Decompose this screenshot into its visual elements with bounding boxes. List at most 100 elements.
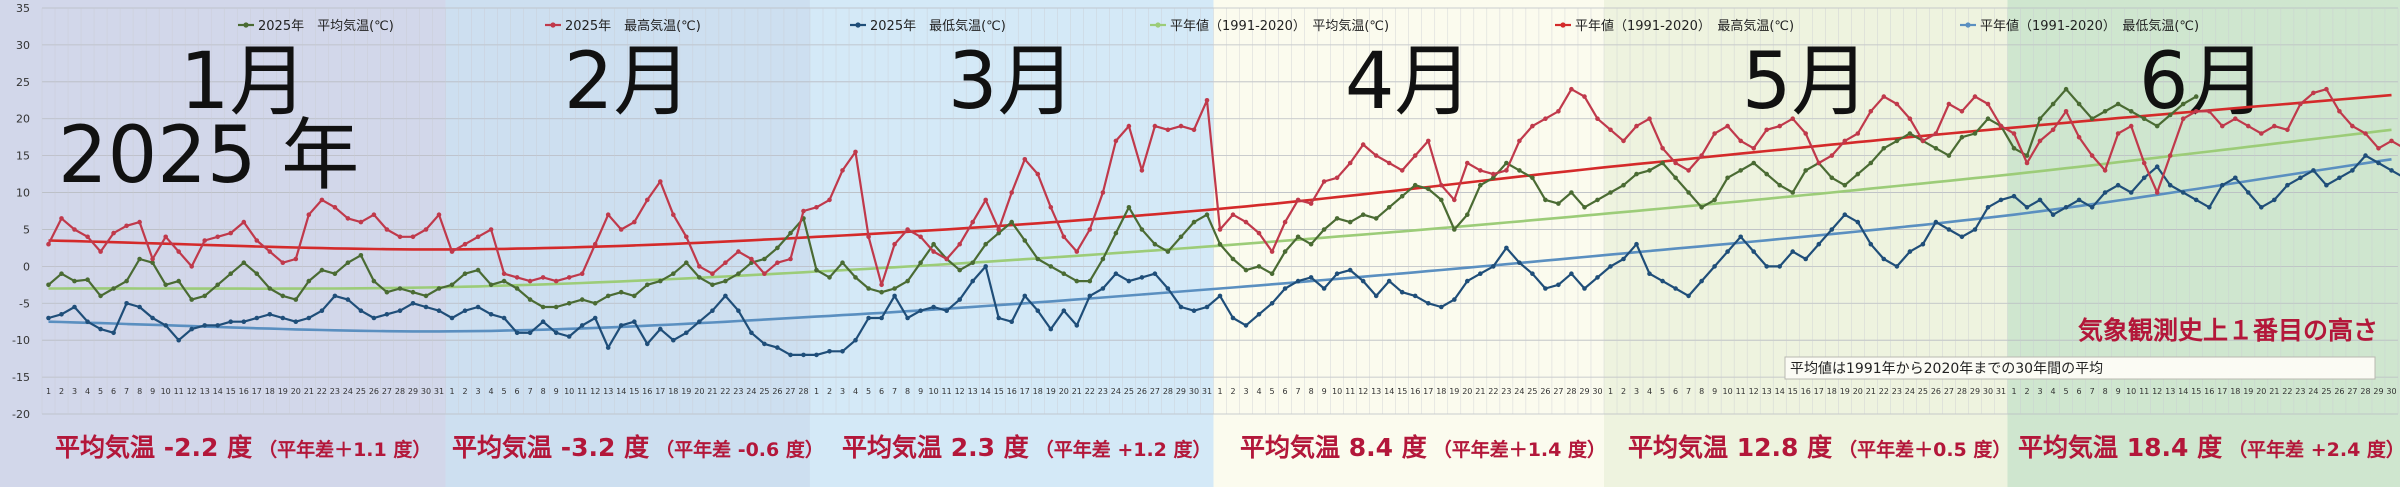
data-point [1686,168,1691,173]
data-point [671,337,676,343]
data-point [1126,205,1132,210]
data-point [462,271,468,277]
data-point [1465,278,1470,284]
data-point [2050,127,2056,133]
data-point [1777,123,1782,129]
data-point [645,341,650,347]
data-point [618,289,624,295]
data-point [501,315,507,321]
x-tick-label: 23 [1892,387,1902,396]
month-band [2007,0,2400,487]
data-point [1178,234,1184,240]
x-tick-label: 27 [1553,387,1563,396]
data-point [98,249,103,254]
x-tick-label: 8 [137,387,142,396]
x-tick-label: 22 [317,387,327,396]
data-point [2337,109,2342,114]
data-point [684,330,689,336]
data-point [1920,241,1926,247]
x-tick-label: 26 [369,387,379,396]
data-point [2207,109,2212,114]
x-tick-label: 6 [879,387,884,396]
x-tick-label: 7 [892,387,897,396]
data-point [540,275,546,280]
data-point [2128,123,2134,129]
data-point [1894,264,1900,269]
data-point [1217,227,1223,232]
data-point [475,304,481,310]
data-point [1204,212,1210,217]
data-point [436,212,442,217]
data-point [371,212,377,217]
y-tick-label: 0 [23,260,30,273]
data-point [1452,297,1457,302]
data-point [801,352,806,358]
data-point [1777,264,1782,269]
data-point [254,238,260,243]
data-point [1022,238,1028,243]
x-tick-label: 25 [356,387,366,396]
data-point [1907,249,1913,254]
data-point [1295,197,1301,203]
data-point [98,326,103,332]
data-point [1907,131,1913,136]
data-point [1985,101,1991,107]
x-tick-label: 26 [1540,387,1550,396]
data-point [1868,160,1874,166]
summary-average: 平均気温 8.4 度 [1240,433,1427,462]
data-point [1256,312,1262,317]
data-point [1946,153,1952,158]
y-tick-label: 15 [16,150,30,163]
data-point [1842,138,1848,144]
data-point [605,212,611,217]
month-band [1603,0,2008,487]
data-point [1426,301,1431,306]
data-point [566,275,572,280]
x-tick-label: 3 [840,387,845,396]
x-tick-label: 17 [1814,387,1824,396]
x-tick-label: 29 [1579,387,1589,396]
x-tick-label: 7 [1296,387,1301,396]
y-tick-label: 25 [16,76,30,89]
data-point [2141,160,2147,166]
data-point [710,308,715,314]
data-point [2272,123,2277,129]
data-point [345,216,351,221]
data-point [202,293,207,299]
x-tick-label: 23 [733,387,743,396]
data-point [1803,131,1808,136]
data-point [1972,227,1978,232]
data-point [592,315,598,321]
data-point [1399,193,1405,199]
data-point [1074,323,1080,328]
data-point [957,297,962,302]
data-point [840,168,845,173]
x-tick-label: 9 [150,387,155,396]
x-tick-label: 16 [1007,387,1017,396]
x-tick-label: 31 [1202,387,1212,396]
x-tick-label: 30 [421,387,431,396]
x-tick-label: 4 [1647,387,1652,396]
x-tick-label: 23 [2295,387,2305,396]
x-tick-label: 30 [1592,387,1602,396]
data-point [1829,227,1835,232]
data-point [2102,109,2108,114]
data-point [1152,241,1158,247]
x-tick-label: 1 [1217,387,1222,396]
x-tick-label: 3 [476,387,481,396]
x-tick-label: 9 [1712,387,1717,396]
data-point [1321,179,1327,184]
x-tick-label: 16 [2204,387,2214,396]
x-tick-label: 10 [2126,387,2136,396]
data-point [2233,116,2238,121]
data-point [1308,201,1314,206]
data-point [1347,160,1353,166]
data-point [1282,249,1288,254]
data-point [1764,264,1769,269]
summary-difference: （平年差 -0.6 度） [655,438,824,461]
x-tick-label: 14 [981,387,991,396]
data-point [111,330,116,336]
data-point [1569,190,1574,195]
data-point [1933,131,1939,136]
x-tick-label: 17 [2217,387,2227,396]
